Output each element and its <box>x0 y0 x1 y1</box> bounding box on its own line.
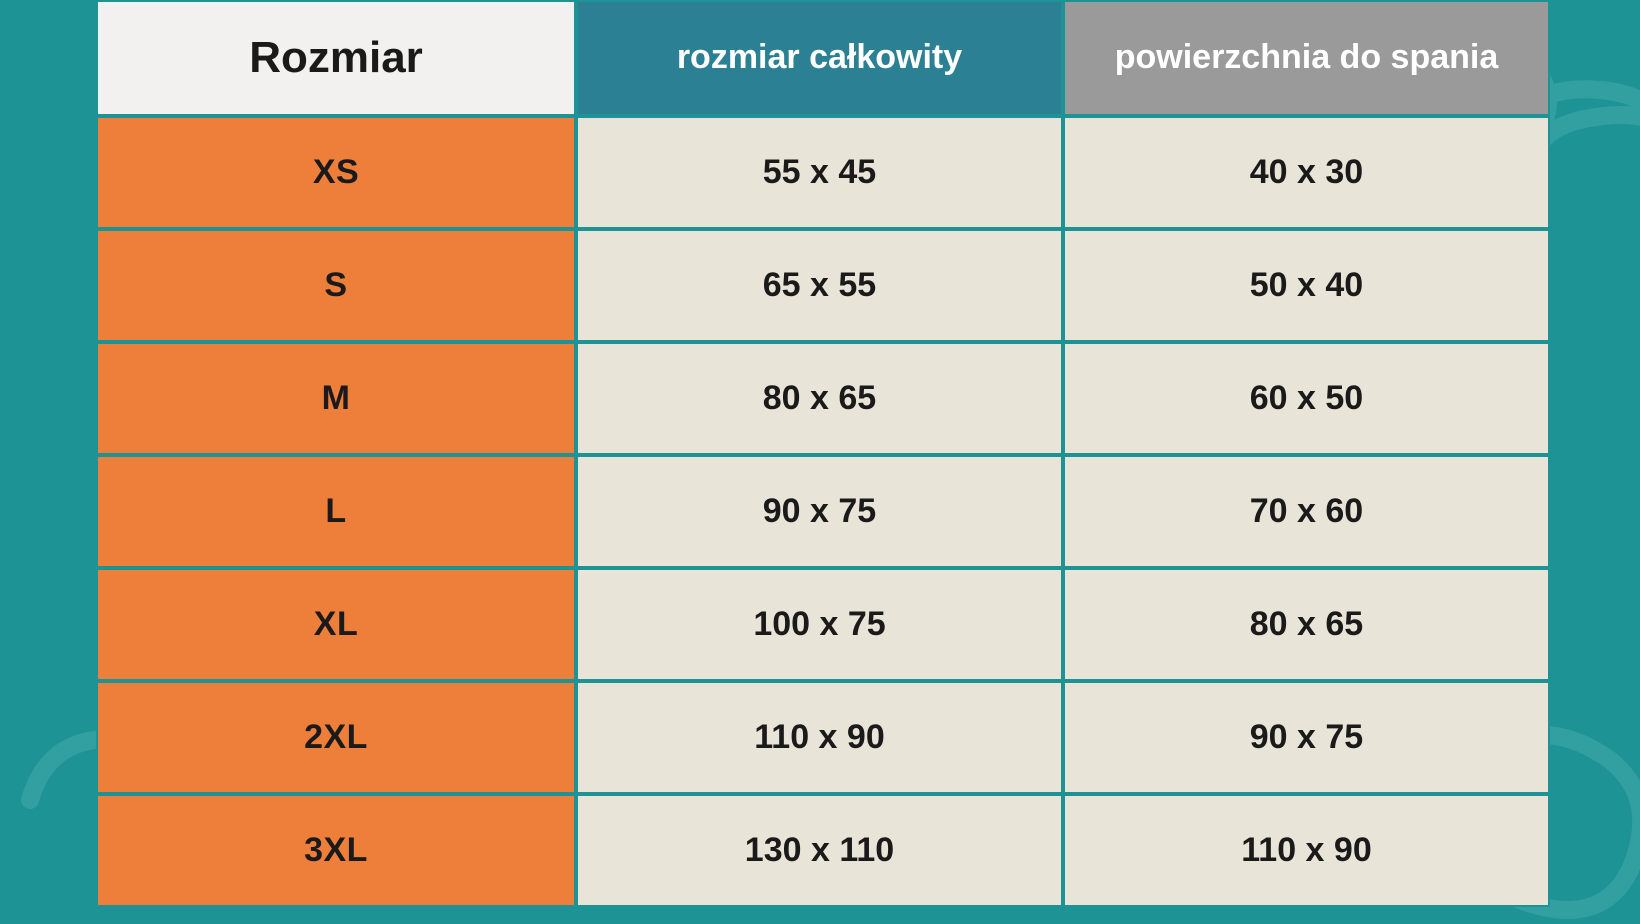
cell-sleep: 40 x 30 <box>1063 116 1550 229</box>
page-canvas: Rozmiar rozmiar całkowity powierzchnia d… <box>0 0 1640 924</box>
cell-sleep: 60 x 50 <box>1063 342 1550 455</box>
size-table: Rozmiar rozmiar całkowity powierzchnia d… <box>96 0 1550 907</box>
cell-sleep: 70 x 60 <box>1063 455 1550 568</box>
header-total: rozmiar całkowity <box>576 0 1063 116</box>
table-row: S65 x 5550 x 40 <box>96 229 1550 342</box>
cell-size: M <box>96 342 576 455</box>
cell-total: 90 x 75 <box>576 455 1063 568</box>
cell-size: XL <box>96 568 576 681</box>
cell-size: L <box>96 455 576 568</box>
cell-size: 3XL <box>96 794 576 907</box>
cell-size: XS <box>96 116 576 229</box>
header-size: Rozmiar <box>96 0 576 116</box>
header-sleep: powierzchnia do spania <box>1063 0 1550 116</box>
cell-sleep: 50 x 40 <box>1063 229 1550 342</box>
cell-total: 80 x 65 <box>576 342 1063 455</box>
table-row: 2XL110 x 9090 x 75 <box>96 681 1550 794</box>
cell-total: 110 x 90 <box>576 681 1063 794</box>
cell-total: 55 x 45 <box>576 116 1063 229</box>
table-row: 3XL130 x 110110 x 90 <box>96 794 1550 907</box>
table-row: XS55 x 4540 x 30 <box>96 116 1550 229</box>
cell-size: S <box>96 229 576 342</box>
table-body: XS55 x 4540 x 30S65 x 5550 x 40M80 x 656… <box>96 116 1550 907</box>
table-row: L90 x 7570 x 60 <box>96 455 1550 568</box>
cell-size: 2XL <box>96 681 576 794</box>
cell-total: 65 x 55 <box>576 229 1063 342</box>
cell-sleep: 90 x 75 <box>1063 681 1550 794</box>
table-row: XL100 x 7580 x 65 <box>96 568 1550 681</box>
table-header-row: Rozmiar rozmiar całkowity powierzchnia d… <box>96 0 1550 116</box>
cell-total: 130 x 110 <box>576 794 1063 907</box>
cell-sleep: 110 x 90 <box>1063 794 1550 907</box>
table-row: M80 x 6560 x 50 <box>96 342 1550 455</box>
cell-sleep: 80 x 65 <box>1063 568 1550 681</box>
cell-total: 100 x 75 <box>576 568 1063 681</box>
